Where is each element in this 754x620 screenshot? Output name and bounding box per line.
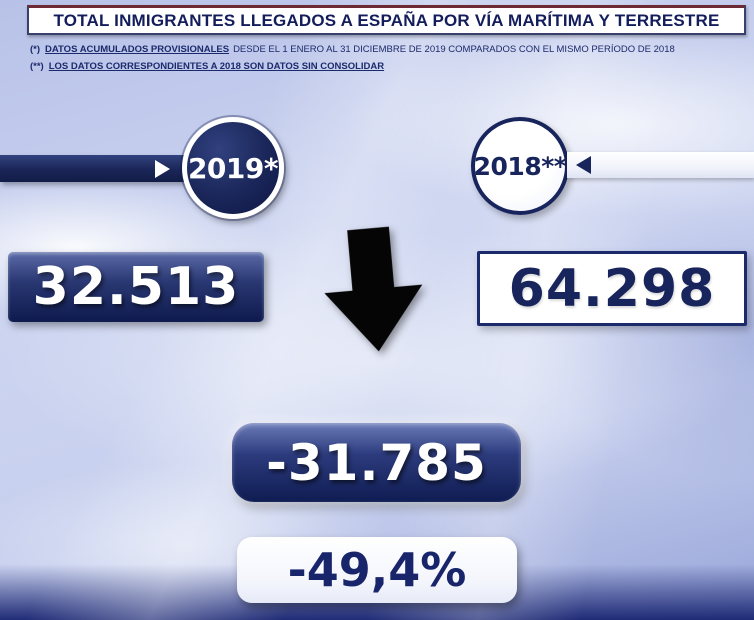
footnote-marker: (**): [30, 61, 44, 72]
difference-box: -31.785: [232, 423, 521, 502]
value-box-2018: 64.298: [477, 251, 747, 326]
value-2019: 32.513: [32, 257, 240, 317]
footnote-marker: (*): [30, 44, 41, 55]
footnote-rest: DESDE EL 1 ENERO AL 31 DICIEMBRE DE 2019…: [233, 44, 675, 55]
year-label-2018: 2018**: [473, 151, 567, 181]
footnote-emphasis: DATOS ACUMULADOS PROVISIONALES: [45, 44, 230, 55]
value-2018: 64.298: [508, 258, 716, 319]
page-title: TOTAL INMIGRANTES LLEGADOS A ESPAÑA POR …: [53, 10, 720, 30]
year-badge-2019: 2019*: [182, 117, 284, 219]
right-arrow-icon: [155, 159, 170, 178]
difference-value: -31.785: [266, 433, 487, 492]
down-arrow-svg: [324, 226, 423, 352]
year-label-2019: 2019*: [187, 151, 279, 185]
title-bar: TOTAL INMIGRANTES LLEGADOS A ESPAÑA POR …: [27, 5, 746, 35]
footnote-provisional-data: (*) DATOS ACUMULADOS PROVISIONALES DESDE E…: [30, 44, 675, 55]
footnote-unconsolidated-data: (**) LOS DATOS CORRESPONDIENTES A 2018 SO…: [30, 61, 388, 72]
ribbon-2019: [0, 155, 196, 182]
footnote-emphasis: LOS DATOS CORRESPONDIENTES A 2018 SON DA…: [48, 61, 385, 72]
year-badge-2018: 2018**: [471, 117, 569, 215]
left-arrow-icon: [576, 156, 591, 174]
value-box-2019: 32.513: [8, 252, 264, 322]
ribbon-2018: [567, 152, 754, 178]
percent-change-box: -49,4%: [237, 537, 517, 603]
percent-change-value: -49,4%: [287, 543, 467, 597]
down-arrow-icon: [311, 223, 437, 359]
